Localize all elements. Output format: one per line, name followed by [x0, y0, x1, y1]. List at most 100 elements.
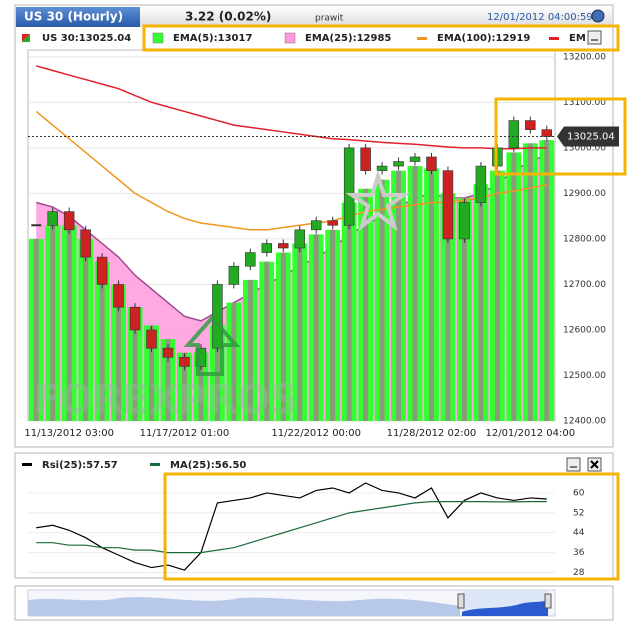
highlight-box [163, 472, 620, 581]
legend-label: Rsi(25):57.57 [42, 460, 118, 471]
navigator-overview [28, 597, 460, 616]
candle [113, 284, 124, 308]
minimize-button[interactable] [587, 30, 602, 45]
instrument-label: US 30:13025.04 [42, 33, 131, 44]
ema-bar-stripe [181, 352, 187, 421]
ema-bar-stripe [165, 339, 171, 421]
legend-label: MA(25):56.50 [170, 460, 246, 471]
user: prawit [315, 14, 344, 24]
ema-bar-stripe [264, 261, 270, 421]
legend-label: EMA(100):12919 [437, 33, 530, 44]
candle [343, 147, 355, 226]
last-price-box [557, 126, 619, 147]
candle [508, 120, 520, 149]
candle [228, 265, 240, 285]
candle [459, 202, 470, 240]
candle [162, 347, 174, 358]
ema-bar-stripe [83, 238, 89, 421]
ema-bar-stripe [396, 170, 402, 421]
ema-bar-stripe [99, 261, 105, 421]
candle [310, 220, 322, 231]
timestamp: 12/01/2012 04:00:59 [487, 12, 593, 23]
y-tick-label: 12800.00 [563, 234, 606, 244]
watermark-star [345, 169, 411, 232]
y-tick-label: 52 [573, 508, 584, 518]
change: 3.22 (0.02%) [185, 10, 271, 24]
ema-bar-stripe [494, 170, 500, 421]
x-tick-label: 11/17/2012 01:00 [140, 428, 230, 439]
candle [146, 329, 157, 349]
rsi-plot: 28 36 44 52 60 Rsi(25):57.57 MA(25):56.50 [22, 460, 585, 578]
ema-bar-stripe [66, 225, 72, 421]
title: US 30 (Hourly) [24, 10, 123, 24]
candle [31, 224, 42, 227]
minimize-button[interactable] [566, 457, 581, 472]
legend-swatch [284, 32, 296, 44]
y-tick-label: 12900.00 [563, 189, 606, 199]
candle [47, 211, 58, 226]
ema-line [35, 110, 547, 231]
ema-bar-stripe [198, 352, 204, 421]
series-layer [28, 65, 555, 421]
y-tick-label: 12600.00 [563, 325, 606, 335]
y-tick-label: 12500.00 [563, 371, 606, 381]
ema-bar-stripe [429, 168, 434, 421]
candle [525, 120, 536, 130]
title-tab [16, 7, 140, 27]
legend-label: EMA(25):12985 [305, 33, 391, 44]
legend-swatch [417, 37, 427, 40]
ema-bar-stripe [445, 193, 451, 421]
x-tick-label: 11/22/2012 00:00 [271, 428, 361, 439]
x-tick-label: 12/01/2012 04:00 [485, 428, 575, 439]
last-price-label: 13025.04 [567, 131, 615, 142]
candle [63, 211, 75, 231]
close-icon [590, 460, 599, 469]
candle [245, 252, 256, 267]
ema-bar-stripe [527, 143, 533, 421]
candle [393, 161, 404, 167]
instrument-icon [22, 34, 30, 42]
legend-label: EMA(5):13017 [173, 33, 252, 44]
y-tick-label: 13100.00 [563, 98, 606, 108]
candle [80, 229, 91, 258]
candle [409, 156, 421, 162]
y-tick-label: 12700.00 [563, 280, 606, 290]
rsi-line [36, 482, 547, 571]
candle [261, 243, 273, 253]
settings-icon[interactable] [591, 9, 605, 23]
candle [129, 306, 141, 331]
navigator-handle[interactable] [544, 593, 552, 609]
navigator-selection [462, 600, 548, 616]
y-tick-label: 36 [573, 548, 585, 558]
y-tick-label: 60 [573, 488, 585, 498]
watermark-arrow [183, 314, 241, 376]
navigator-handle[interactable] [457, 593, 465, 609]
watermark: FOREXPROS [33, 377, 297, 423]
y-tick-label: 13000.00 [563, 143, 606, 153]
legend-swatch [549, 37, 559, 40]
candle [278, 243, 289, 249]
candle [327, 220, 338, 226]
ema-bar-stripe [346, 202, 352, 421]
legend-swatch [150, 463, 160, 466]
candle [195, 347, 207, 367]
ema-bar-stripe [247, 279, 253, 421]
ema-bar-stripe [330, 229, 336, 421]
legend-label: EM [569, 33, 586, 44]
rsi-line [36, 501, 547, 554]
y-tick-label: 44 [573, 528, 585, 538]
ema-bar-stripe [149, 325, 154, 421]
candle [179, 356, 190, 367]
candle [212, 284, 223, 349]
ema-bar-stripe [50, 225, 56, 421]
y-tick-label: 13200.00 [563, 52, 606, 62]
candle [360, 147, 371, 171]
legend-swatch [22, 463, 32, 466]
ema-bar-stripe [33, 238, 39, 421]
ema-bar-stripe [379, 179, 385, 421]
x-tick-label: 11/28/2012 02:00 [387, 428, 477, 439]
ema-bar-stripe [313, 234, 319, 421]
ema-bar-stripe [412, 166, 418, 421]
highlight-box [494, 97, 627, 176]
